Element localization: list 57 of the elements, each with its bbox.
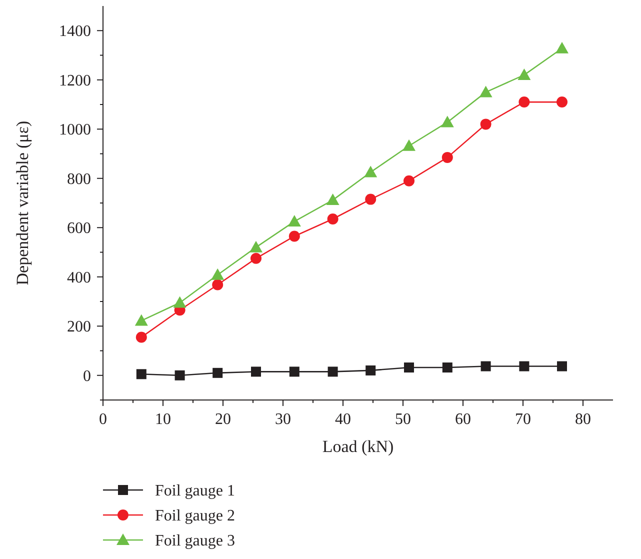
point bbox=[327, 214, 338, 225]
point bbox=[174, 370, 185, 380]
point bbox=[479, 86, 492, 98]
y-tick-label: 400 bbox=[67, 269, 91, 286]
point bbox=[480, 118, 492, 130]
x-tick-label: 80 bbox=[575, 411, 591, 428]
point bbox=[519, 361, 530, 372]
y-tick-label: 1200 bbox=[59, 72, 91, 90]
x-tick-label: 10 bbox=[155, 411, 171, 428]
point bbox=[442, 362, 452, 372]
x-tick-label: 40 bbox=[335, 411, 351, 428]
point bbox=[211, 268, 224, 280]
y-axis-title: Dependent variable (με) bbox=[13, 120, 32, 286]
point bbox=[173, 296, 186, 308]
x-tick-label: 0 bbox=[99, 411, 107, 428]
x-tick-label: 70 bbox=[515, 411, 531, 428]
x-axis-title: Load (kN) bbox=[322, 437, 394, 456]
point bbox=[404, 362, 414, 372]
point bbox=[557, 361, 567, 372]
point bbox=[556, 96, 568, 108]
point bbox=[366, 365, 376, 376]
point bbox=[365, 194, 376, 205]
point bbox=[404, 175, 414, 186]
point bbox=[556, 42, 568, 54]
point bbox=[288, 214, 301, 226]
point bbox=[136, 369, 146, 380]
point bbox=[288, 230, 300, 242]
point bbox=[212, 279, 224, 290]
legend-label: Foil gauge 3 bbox=[155, 532, 235, 550]
y-tick-label: 800 bbox=[67, 170, 91, 188]
y-tick-label: 200 bbox=[67, 318, 91, 336]
point bbox=[250, 240, 262, 252]
point bbox=[212, 368, 223, 378]
point bbox=[136, 332, 147, 343]
y-tick-label: 1000 bbox=[59, 122, 91, 139]
point bbox=[442, 152, 453, 163]
x-tick-label: 20 bbox=[215, 411, 231, 428]
y-tick-label: 600 bbox=[67, 220, 91, 238]
x-tick-label: 50 bbox=[395, 411, 411, 428]
x-tick-label: 30 bbox=[275, 411, 291, 428]
point bbox=[250, 252, 262, 264]
point bbox=[289, 366, 300, 377]
point bbox=[518, 68, 531, 80]
point bbox=[440, 116, 454, 128]
legend-label: Foil gauge 1 bbox=[155, 482, 235, 500]
y-tick-label: 0 bbox=[83, 368, 91, 385]
point bbox=[328, 366, 338, 377]
point bbox=[518, 96, 530, 108]
legend-label: Foil gauge 2 bbox=[155, 508, 235, 525]
y-tick-label: 1400 bbox=[59, 23, 91, 40]
point bbox=[364, 166, 378, 178]
point bbox=[326, 194, 340, 206]
point bbox=[402, 139, 416, 151]
point bbox=[251, 366, 261, 377]
x-tick-label: 60 bbox=[455, 411, 471, 428]
point bbox=[480, 361, 491, 372]
point bbox=[134, 314, 148, 326]
